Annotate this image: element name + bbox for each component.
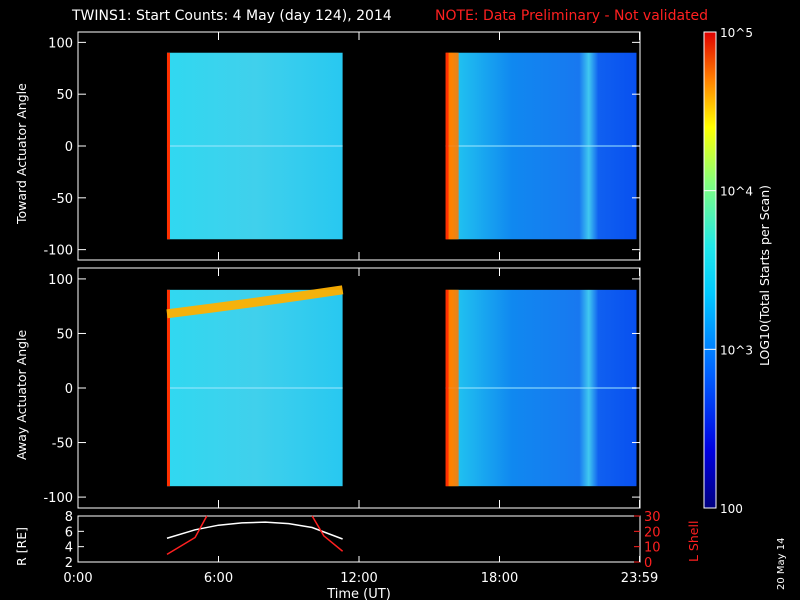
panel3-ytick-label: 6 <box>65 525 73 540</box>
panel2-ytick-label: -50 <box>52 437 73 452</box>
panel1-edge-stripe <box>166 52 170 240</box>
series-lshell-line <box>166 515 208 555</box>
panel1-ytick-label: -50 <box>52 192 73 207</box>
panel2-ytick-label: 0 <box>65 382 73 397</box>
colorbar-label: LOG10(Total Starts per Scan) <box>757 184 772 366</box>
panel1-ytick-label: 0 <box>65 140 73 155</box>
panel2-edge-stripe <box>166 289 170 487</box>
panel2-edge-band <box>448 289 459 487</box>
panel3-ytick-label: 8 <box>65 510 73 525</box>
colorbar-tick-label: 10^5 <box>720 26 753 40</box>
panel3-frame <box>77 515 641 563</box>
panel3-xtick-label: 18:00 <box>481 571 518 586</box>
series-lshell-line <box>311 515 344 552</box>
panel3-ylabel-right: L Shell <box>686 520 701 562</box>
preliminary-note: NOTE: Data Preliminary - Not validated <box>435 8 709 24</box>
colorbar-tick-label: 100 <box>720 502 743 516</box>
date-stamp: 20 May 14 <box>776 537 787 590</box>
plot-title: TWINS1: Start Counts: 4 May (day 124), 2… <box>72 8 392 24</box>
colorbar <box>703 31 717 509</box>
panel3-xtick-label: 0:00 <box>63 571 92 586</box>
panel3-ytick-right-label: 10 <box>644 541 661 556</box>
colorbar-tick-label: 10^3 <box>720 343 753 357</box>
panel2-edge-stripe <box>445 289 449 487</box>
panel1-ylabel: Toward Actuator Angle <box>14 83 29 224</box>
panel2-ylabel: Away Actuator Angle <box>14 329 29 460</box>
panel2-ytick-label: 100 <box>48 273 73 288</box>
panel1-edge-stripe <box>445 52 449 240</box>
panel2-arc <box>166 285 344 319</box>
panel1-ytick-label: -100 <box>43 244 73 259</box>
panel3-xtick-label: 23:59 <box>621 571 658 586</box>
panel3-ytick-label: 4 <box>65 541 73 556</box>
panel3-xtick-label: 6:00 <box>204 571 233 586</box>
panel3-ytick-right-label: 0 <box>644 556 652 571</box>
panel2-ytick-label: -100 <box>43 491 73 506</box>
panel3-xtick-label: 12:00 <box>340 571 377 586</box>
panel3-ylabel: R [RE] <box>14 527 29 566</box>
series-r-line <box>166 521 343 540</box>
panel2-ytick-label: 50 <box>56 327 73 342</box>
panel3-ytick-right-label: 20 <box>644 525 661 540</box>
colorbar-tick-label: 10^4 <box>720 185 753 199</box>
panel3-ytick-right-label: 30 <box>644 510 661 525</box>
panel3-xlabel: Time (UT) <box>326 587 391 600</box>
panel1-ytick-label: 50 <box>56 88 73 103</box>
panel1-ytick-label: 100 <box>48 36 73 51</box>
panel3-ytick-label: 2 <box>65 556 73 571</box>
panel1-edge-band <box>448 52 459 240</box>
